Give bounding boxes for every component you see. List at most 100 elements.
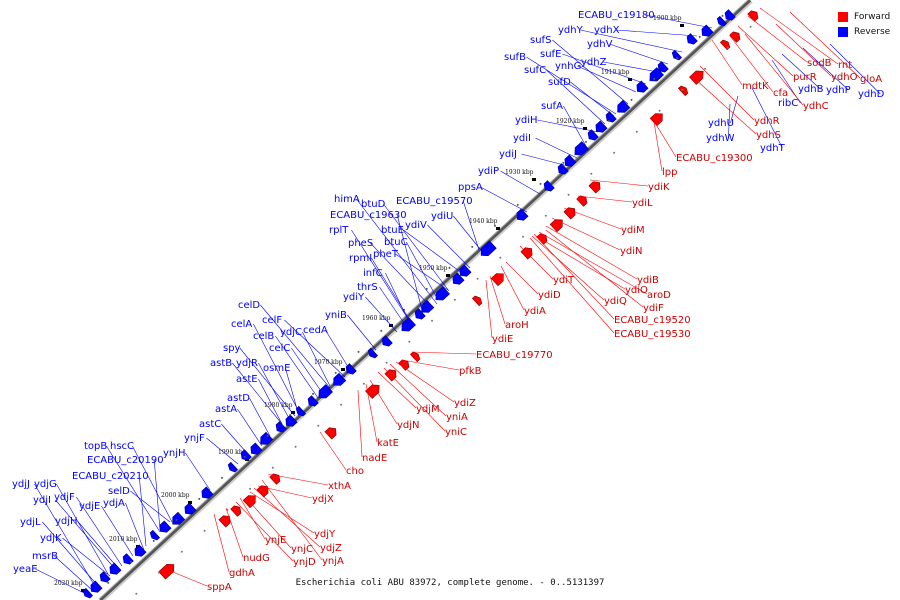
forward-gene-arrow-shape bbox=[677, 85, 689, 97]
reverse-gene-arrow bbox=[617, 99, 631, 113]
reverse-gene-arrow-shape bbox=[657, 61, 669, 73]
reverse-leader-line bbox=[258, 362, 291, 421]
forward-leader-line bbox=[267, 473, 329, 486]
backbone-highlight bbox=[98, 0, 749, 600]
legend-forward-label: Forward bbox=[854, 11, 891, 22]
feature-dot bbox=[362, 382, 365, 385]
forward-leader-line bbox=[729, 35, 774, 93]
tick-label: 1950 kbp bbox=[419, 265, 448, 272]
forward-swatch bbox=[838, 11, 848, 22]
forward-gene-label: lpp bbox=[662, 167, 677, 178]
forward-leader-line bbox=[699, 65, 755, 121]
forward-gene-label: ydhR bbox=[754, 116, 780, 127]
reverse-gene-arrow bbox=[636, 80, 649, 93]
forward-leader-line bbox=[235, 501, 294, 562]
reverse-gene-label: ydhP bbox=[826, 85, 851, 96]
reverse-gene-label: ydjF bbox=[54, 492, 75, 503]
feature-dot bbox=[562, 161, 565, 164]
reverse-gene-arrow bbox=[657, 61, 669, 73]
reverse-gene-arrow bbox=[260, 431, 274, 445]
forward-leader-line bbox=[744, 33, 804, 106]
forward-leader-line bbox=[500, 265, 525, 311]
forward-gene-label: ydiK bbox=[648, 182, 670, 193]
forward-gene-arrow bbox=[158, 563, 175, 580]
tick-label: 1980 kbp bbox=[264, 402, 293, 409]
reverse-leader-line bbox=[55, 499, 117, 571]
reverse-gene-arrow-shape bbox=[367, 347, 379, 359]
forward-gene-label: ydiT bbox=[553, 275, 575, 286]
reverse-leader-line bbox=[383, 203, 450, 292]
forward-leader-line bbox=[589, 179, 649, 187]
reverse-leader-line bbox=[237, 408, 263, 447]
reverse-gene-arrow-shape bbox=[401, 317, 416, 332]
tick-label: 1910 kbp bbox=[601, 69, 630, 76]
reverse-leader-line bbox=[379, 286, 407, 327]
forward-gene-label: ydiE bbox=[492, 334, 513, 345]
feature-dot bbox=[448, 266, 451, 269]
feature-dot bbox=[107, 581, 110, 584]
reverse-gene-label: thrS bbox=[357, 282, 378, 293]
reverse-leader-line bbox=[406, 241, 439, 301]
reverse-gene-arrow-shape bbox=[250, 442, 263, 455]
reverse-gene-arrow bbox=[587, 129, 599, 141]
legend: Forward Reverse bbox=[838, 9, 898, 39]
forward-leader-line bbox=[319, 431, 347, 471]
forward-gene-arrow-shape bbox=[588, 181, 601, 194]
forward-leader-line bbox=[653, 121, 663, 172]
reverse-gene-arrow bbox=[134, 544, 147, 557]
reverse-leader-line bbox=[206, 437, 239, 465]
forward-leader-line bbox=[247, 499, 292, 549]
forward-leader-line bbox=[489, 275, 506, 325]
forward-leader-line bbox=[531, 235, 605, 301]
reverse-gene-arrow bbox=[605, 111, 617, 123]
reverse-gene-arrow-shape bbox=[227, 461, 239, 473]
forward-leader-line bbox=[563, 207, 622, 230]
reverse-gene-arrow bbox=[686, 33, 698, 45]
forward-gene-label: ydiQ bbox=[604, 296, 627, 307]
reverse-gene-label: ECABU_c20190 bbox=[87, 455, 164, 466]
reverse-gene-arrow bbox=[307, 395, 319, 407]
reverse-gene-arrow bbox=[557, 163, 569, 175]
tick-label: 2020 kbp bbox=[54, 580, 83, 587]
reverse-leader-line bbox=[365, 296, 398, 333]
reverse-gene-arrow bbox=[574, 141, 589, 156]
feature-dot bbox=[630, 98, 633, 101]
reverse-gene-arrow bbox=[122, 553, 134, 565]
reverse-gene-label: ynjF bbox=[184, 433, 205, 444]
forward-gene-label: ydjX bbox=[312, 494, 334, 505]
reverse-leader-line bbox=[62, 537, 111, 577]
reverse-gene-arrow-shape bbox=[82, 587, 94, 599]
feature-dot bbox=[453, 298, 456, 301]
forward-leader-line bbox=[253, 487, 321, 548]
forward-leader-line bbox=[365, 383, 378, 443]
forward-gene-arrow bbox=[747, 10, 759, 22]
forward-gene-arrow-shape bbox=[747, 10, 759, 22]
forward-gene-arrow bbox=[409, 351, 421, 363]
forward-leader-line bbox=[535, 235, 626, 290]
forward-gene-label: rnt bbox=[838, 60, 852, 71]
reverse-gene-arrow-shape bbox=[421, 299, 435, 313]
forward-gene-label: cho bbox=[346, 466, 364, 477]
reverse-gene-label: rplT bbox=[329, 225, 349, 236]
tick-label: 2000 kbp bbox=[161, 492, 190, 499]
reverse-gene-arrow bbox=[401, 317, 416, 332]
forward-gene-arrow-shape bbox=[384, 369, 397, 382]
reverse-leader-line bbox=[385, 272, 411, 325]
reverse-gene-label: ydjR bbox=[236, 358, 258, 369]
reverse-gene-arrow-shape bbox=[240, 449, 252, 461]
forward-gene-label: nadE bbox=[362, 453, 387, 464]
forward-gene-label: ydjM bbox=[416, 404, 440, 415]
reverse-leader-line bbox=[500, 170, 541, 195]
forward-gene-label: katE bbox=[377, 438, 399, 449]
forward-gene-label: xthA bbox=[328, 481, 351, 492]
feature-dot bbox=[676, 56, 679, 59]
reverse-gene-label: ydhV bbox=[587, 39, 613, 50]
reverse-gene-label: celC bbox=[269, 343, 290, 354]
reverse-gene-label: ydjG bbox=[34, 479, 57, 490]
feature-dot bbox=[516, 203, 519, 206]
forward-gene-label: ynjD bbox=[293, 557, 316, 568]
reverse-leader-line bbox=[275, 335, 319, 399]
reverse-leader-line bbox=[132, 445, 173, 523]
feature-dot bbox=[658, 109, 661, 112]
forward-gene-label: ynjA bbox=[322, 556, 344, 567]
